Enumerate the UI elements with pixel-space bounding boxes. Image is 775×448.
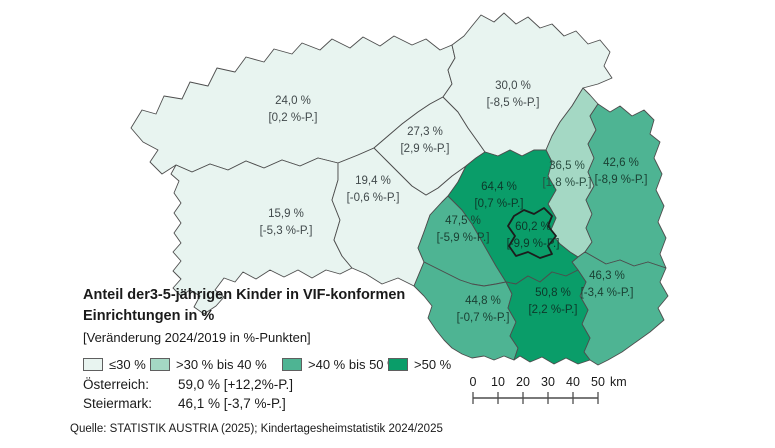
region-label-hartberg-fuerstenfeld-change: [-8,9 %-P.] [595, 174, 648, 186]
region-label-weiz-change: [1,8 %-P.] [542, 177, 591, 189]
region-label-liezen-value: 24,0 % [275, 95, 311, 107]
region-label-leoben-value: 27,3 % [407, 126, 443, 138]
chart-title-line2: Einrichtungen in % [83, 308, 215, 324]
region-label-bruck-muerzzuschlag-change: [-8,5 %-P.] [487, 97, 540, 109]
region-label-voitsberg-change: [-5,9 %-P.] [437, 232, 490, 244]
legend-item-2: >40 % bis 50 % [282, 357, 399, 372]
region-label-murau-change: [-5,3 %-P.] [260, 225, 313, 237]
scale-tick-label-2: 20 [516, 375, 530, 389]
legend-label-3: >50 % [414, 357, 452, 372]
region-label-liezen-change: [0,2 %-P.] [268, 112, 317, 124]
legend-swatch-3 [388, 358, 408, 371]
styria-value: 46,1 % [-3,7 %-P.] [178, 395, 286, 411]
region-graz [507, 207, 557, 259]
region-label-murtal-value: 19,4 % [355, 175, 391, 187]
region-label-graz-umgebung-value: 64,4 % [481, 181, 517, 193]
region-label-deutschlandsberg-value: 44,8 % [465, 295, 501, 307]
region-leibnitz [505, 269, 591, 365]
region-label-weiz-value: 36,5 % [549, 160, 585, 172]
region-label-suedoststeiermark-value: 46,3 % [589, 270, 625, 282]
region-label-graz-value: 60,2 % [515, 221, 551, 233]
region-label-suedoststeiermark-change: [-3,4 %-P.] [581, 287, 634, 299]
region-label-voitsberg-value: 47,5 % [445, 215, 481, 227]
region-label-leibnitz-value: 50,8 % [535, 287, 571, 299]
scale-tick-label-5: 50 [591, 375, 605, 389]
legend-swatch-2 [282, 358, 302, 371]
region-label-murau-value: 15,9 % [268, 208, 304, 220]
styria-label: Steiermark: [83, 395, 153, 411]
legend-label-0: ≤30 % [109, 357, 146, 372]
chart-subtitle: [Veränderung 2024/2019 in %-Punkten] [83, 330, 311, 345]
legend-label-2: >40 % bis 50 % [308, 357, 399, 372]
scale-tick-label-0: 0 [470, 375, 477, 389]
region-bruck-muerzzuschlag [442, 12, 613, 157]
region-label-leoben-change: [2,9 %-P.] [400, 143, 449, 155]
region-label-bruck-muerzzuschlag-value: 30,0 % [495, 80, 531, 92]
austria-label: Österreich: [83, 377, 150, 392]
region-label-leibnitz-change: [2,2 %-P.] [528, 304, 577, 316]
region-label-deutschlandsberg-change: [-0,7 %-P.] [457, 312, 510, 324]
legend-label-1: >30 % bis 40 % [176, 357, 267, 372]
austria-value: 59,0 % [+12,2%-P.] [178, 377, 293, 392]
summary-row-austria: Österreich: 59,0 % [+12,2%-P.] [83, 376, 293, 395]
legend-swatch-1 [150, 358, 170, 371]
scale-bar: 0 10 20 30 40 50 km [462, 372, 634, 411]
region-hartberg-fuerstenfeld [584, 103, 667, 269]
chart-title-line1: Anteil der3-5-jährigen Kinder in VIF-kon… [83, 287, 406, 303]
scale-tick-label-4: 40 [566, 375, 580, 389]
chart-title-block: Anteil der3-5-jährigen Kinder in VIF-kon… [83, 285, 405, 347]
region-label-graz-change: [-9,9 %-P.] [507, 238, 560, 250]
scale-tick-label-3: 30 [541, 375, 555, 389]
scale-tick-label-1: 10 [491, 375, 505, 389]
region-murau [170, 157, 353, 315]
region-label-hartberg-fuerstenfeld-value: 42,6 % [603, 157, 639, 169]
source-note: Quelle: STATISTIK AUSTRIA (2025); Kinder… [70, 423, 443, 435]
legend-item-0: ≤30 % [83, 357, 146, 372]
scale-unit-label: km [610, 375, 627, 389]
region-label-graz-umgebung-change: [0,7 %-P.] [474, 198, 523, 210]
region-label-murtal-change: [-0,6 %-P.] [347, 192, 400, 204]
legend-swatch-0 [83, 358, 103, 371]
summary-row-styria: Steiermark: 46,1 % [-3,7 %-P.] [83, 395, 293, 414]
legend: ≤30 % >30 % bis 40 % >40 % bis 50 % >50 % [83, 357, 513, 373]
legend-item-1: >30 % bis 40 % [150, 357, 267, 372]
legend-item-3: >50 % [388, 357, 451, 372]
summary-block: Österreich: 59,0 % [+12,2%-P.] Steiermar… [83, 376, 293, 413]
